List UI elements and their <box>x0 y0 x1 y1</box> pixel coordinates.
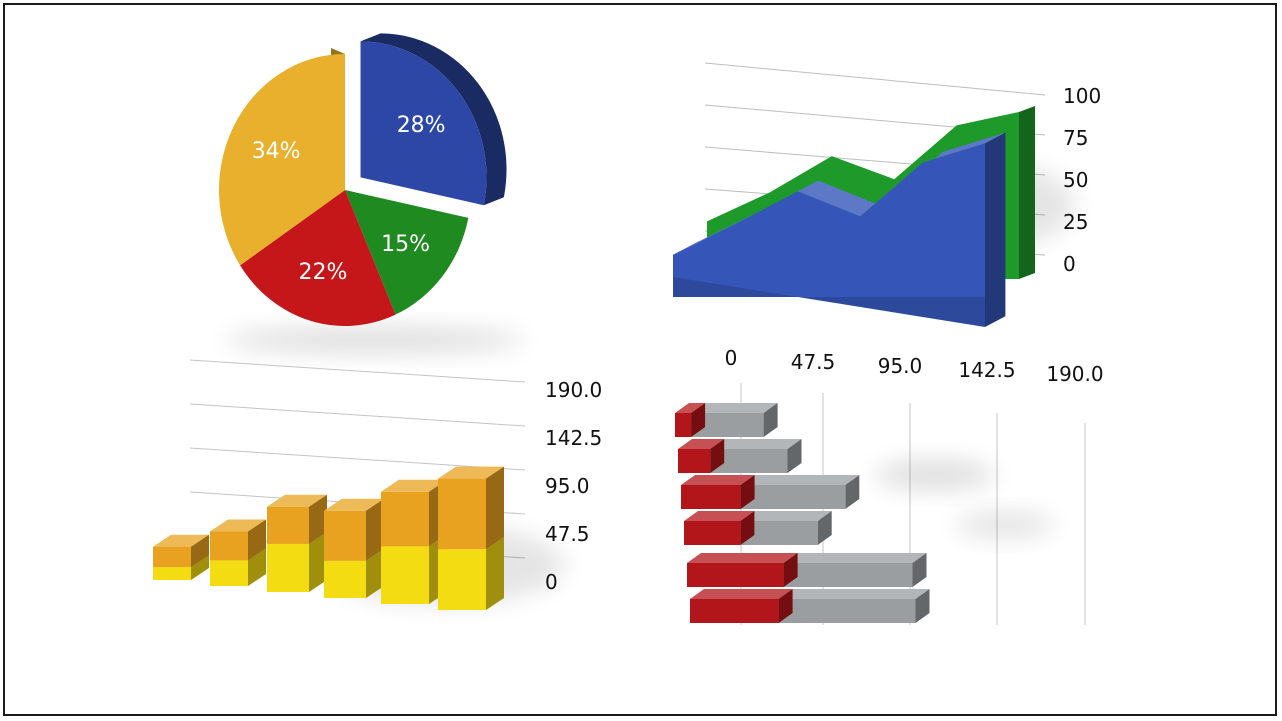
column-bar <box>381 479 447 604</box>
pie-slice: 15% <box>345 190 469 315</box>
hbar-segment <box>681 475 755 509</box>
area-surface <box>673 143 985 297</box>
hbar-segment <box>740 475 860 509</box>
hbar-row <box>687 553 927 587</box>
column-segment <box>153 534 209 568</box>
y-tick-label: 190.0 <box>545 378 602 402</box>
hbar-row <box>684 511 832 545</box>
hbar-segment <box>783 553 927 587</box>
x-tick-label: 0 <box>725 346 738 370</box>
column-segment <box>324 498 384 561</box>
gridline <box>189 447 526 471</box>
pie-slice-face <box>240 190 396 326</box>
column-bar <box>210 519 266 586</box>
column-bar <box>324 498 384 598</box>
pie-label: 34% <box>252 139 301 164</box>
y-tick-label: 95.0 <box>545 474 590 498</box>
gridline <box>704 62 1046 96</box>
hbar-segment <box>678 439 725 473</box>
gridline <box>189 403 526 427</box>
column-segment <box>438 466 504 550</box>
pie-slice: 34% <box>219 48 345 266</box>
hbar-segment <box>778 589 930 623</box>
pie-slice-face <box>219 54 345 266</box>
pie-label: 15% <box>381 232 430 257</box>
gridline <box>189 359 526 383</box>
area-side <box>985 132 1006 327</box>
x-tick-label: 47.5 <box>791 350 836 374</box>
pie-label: 28% <box>397 113 446 138</box>
column-segment <box>381 479 447 547</box>
hbar-segment <box>684 511 755 545</box>
hbar-row <box>690 589 930 623</box>
column-segment <box>210 519 266 561</box>
column-segment <box>267 494 327 544</box>
pie-slice-edge <box>360 33 507 206</box>
column-bar <box>267 494 327 592</box>
pie-label: 22% <box>299 260 348 285</box>
hbar-segment <box>690 589 793 623</box>
hbar-row <box>675 403 778 437</box>
y-tick-label: 75 <box>1063 126 1088 150</box>
x-tick-label: 190.0 <box>1046 362 1103 386</box>
y-tick-label: 47.5 <box>545 522 590 546</box>
column-bar <box>153 534 209 580</box>
pie-chart: 28% 15% 22% 34% <box>219 33 525 354</box>
y-tick-label: 0 <box>1063 252 1076 276</box>
pie-slice: 22% <box>240 190 396 326</box>
hbar-row <box>681 475 860 509</box>
horizontal-bar-chart: 0 47.5 95.0 142.5 190.0 <box>675 346 1104 625</box>
column-bar <box>438 466 504 610</box>
hbar-row <box>678 439 802 473</box>
y-tick-label: 100 <box>1063 84 1101 108</box>
x-tick-label: 95.0 <box>878 354 923 378</box>
hbar-segment <box>675 403 706 437</box>
y-tick-label: 142.5 <box>545 426 602 450</box>
pie-slice-face <box>345 190 469 315</box>
x-tick-label: 142.5 <box>958 358 1015 382</box>
area-series-front <box>673 132 1006 327</box>
pie-slice-face <box>360 41 487 206</box>
pie-slice: 28% <box>360 33 507 206</box>
image-frame: 28% 15% 22% 34% 100 75 50 25 0 190.0 142.5 95.0 47… <box>3 3 1277 716</box>
area-side <box>1019 106 1035 279</box>
area-base <box>673 277 985 327</box>
hbar-segment <box>687 553 798 587</box>
